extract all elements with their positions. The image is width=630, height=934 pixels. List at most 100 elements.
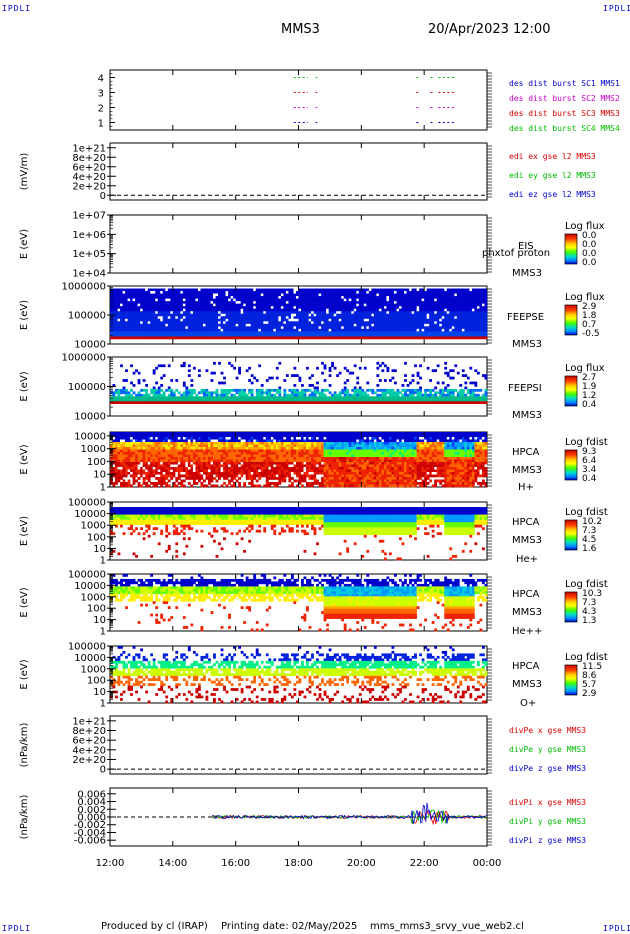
spectrogram-cell — [210, 311, 214, 315]
spectrogram-cell — [278, 298, 282, 302]
spectrogram-cell — [125, 303, 128, 307]
spectrogram-cell — [409, 306, 412, 309]
spectrogram-cell — [185, 398, 189, 402]
spectrogram-cell — [363, 401, 367, 405]
spectrogram-cell — [175, 316, 179, 320]
spectrogram-cell — [200, 321, 204, 325]
spectrogram-cell — [240, 401, 244, 405]
spectrogram-cell — [142, 379, 146, 382]
spectrogram-cell — [449, 401, 453, 405]
spectrogram-cell — [192, 388, 196, 392]
spectrogram-cell — [371, 396, 375, 400]
spectrogram-cell — [406, 396, 410, 400]
spectrogram-cell — [137, 464, 141, 468]
spectrogram-cell — [162, 326, 166, 330]
spectrogram-cell — [140, 444, 143, 448]
spectrogram-cell — [416, 333, 420, 337]
spectrogram-cell — [288, 393, 292, 397]
spectrogram-cell — [248, 306, 252, 309]
spectrogram-cell — [117, 462, 121, 465]
spectrogram-cell — [338, 316, 342, 320]
spectrogram-cell — [469, 401, 473, 405]
spectrogram-cell — [147, 452, 151, 455]
spectrogram-cell — [356, 303, 360, 307]
spectrogram-cell — [140, 306, 143, 309]
spectrogram-cell — [449, 396, 453, 400]
spectrogram-cell — [394, 369, 397, 373]
spectrogram-cell — [210, 318, 214, 322]
spectrogram-cell — [441, 306, 445, 309]
spectrogram-cell — [145, 306, 148, 309]
spectrogram-cell — [368, 331, 372, 335]
spectrogram-cell — [446, 396, 450, 400]
spectrogram-cell — [318, 306, 322, 309]
spectrogram-cell — [273, 336, 277, 340]
spectrogram-cell — [223, 296, 226, 299]
spectrogram-cell — [388, 333, 392, 337]
spectrogram-cell — [135, 291, 138, 294]
spectrogram-cell — [122, 391, 126, 395]
spectrogram-cell — [112, 439, 116, 443]
spectrogram-cell — [439, 313, 443, 317]
spectrogram-cell — [295, 318, 299, 322]
spectrogram-cell — [122, 439, 126, 443]
spectrogram-cell — [459, 401, 463, 405]
spectrogram-cell — [298, 293, 302, 297]
spectrogram-cell — [431, 298, 435, 302]
y-tick-label: 4e+20 — [72, 172, 106, 183]
spectrogram-cell — [434, 288, 438, 292]
spectrogram-cell — [273, 296, 277, 299]
spectrogram-cell — [383, 396, 387, 400]
spectrogram-cell — [228, 323, 231, 327]
spectrogram-cell — [120, 333, 123, 337]
spectrogram-cell — [233, 316, 236, 320]
spectrogram-cell — [376, 303, 380, 307]
spectrogram-cell — [358, 391, 362, 395]
spectrogram-cell — [238, 369, 241, 373]
spectrogram-cell — [150, 303, 154, 307]
spectrogram-cell — [419, 296, 422, 299]
spectrogram-cell — [316, 301, 319, 304]
spectrogram-cell — [208, 311, 211, 315]
spectrogram-cell — [255, 288, 259, 292]
spectrogram-cell — [125, 432, 128, 435]
spectrogram-cell — [316, 303, 319, 307]
spectrogram-cell — [268, 393, 272, 397]
spectrogram-cell — [110, 303, 113, 307]
spectrogram-cell — [464, 323, 468, 327]
spectrogram-cell — [419, 326, 422, 330]
spectrogram-cell — [248, 313, 252, 317]
spectrogram-cell — [308, 328, 312, 332]
spectrogram-cell — [213, 296, 216, 299]
spectrogram-cell — [338, 291, 342, 294]
spectrogram-cell — [273, 333, 277, 337]
spectrogram-cell — [180, 291, 184, 294]
spectrogram-cell — [170, 432, 174, 435]
spectrogram-cell — [409, 381, 412, 385]
spectrogram-cell — [117, 311, 121, 315]
spectrogram-cell — [170, 434, 174, 438]
spectrogram-cell — [273, 301, 277, 304]
spectrogram-cell — [306, 388, 309, 392]
spectrogram-cell — [243, 391, 247, 395]
spectrogram-cell — [210, 326, 214, 330]
spectrogram-cell — [263, 336, 267, 340]
spectrogram-cell — [280, 336, 284, 340]
spectrogram-cell — [414, 321, 417, 325]
spectrogram-cell — [243, 313, 247, 317]
spectrogram-cell — [115, 388, 118, 392]
spectrogram-cell — [381, 401, 385, 405]
spectrogram-cell — [326, 401, 329, 405]
spectrogram-cell — [401, 388, 405, 392]
spectrogram-cell — [140, 293, 143, 297]
spectrogram-cell — [132, 474, 136, 478]
spectrogram-cell — [145, 474, 148, 478]
legend-entry: des dist burst SC2 MMS2 — [509, 94, 620, 103]
spectrogram-cell — [376, 384, 380, 387]
spectrogram-cell — [268, 321, 272, 325]
spectrogram-cell — [145, 459, 148, 463]
spectrogram-cell — [255, 316, 259, 320]
spectrogram-cell — [316, 323, 319, 327]
spectrogram-cell — [137, 316, 141, 320]
spectrogram-cell — [117, 303, 121, 307]
